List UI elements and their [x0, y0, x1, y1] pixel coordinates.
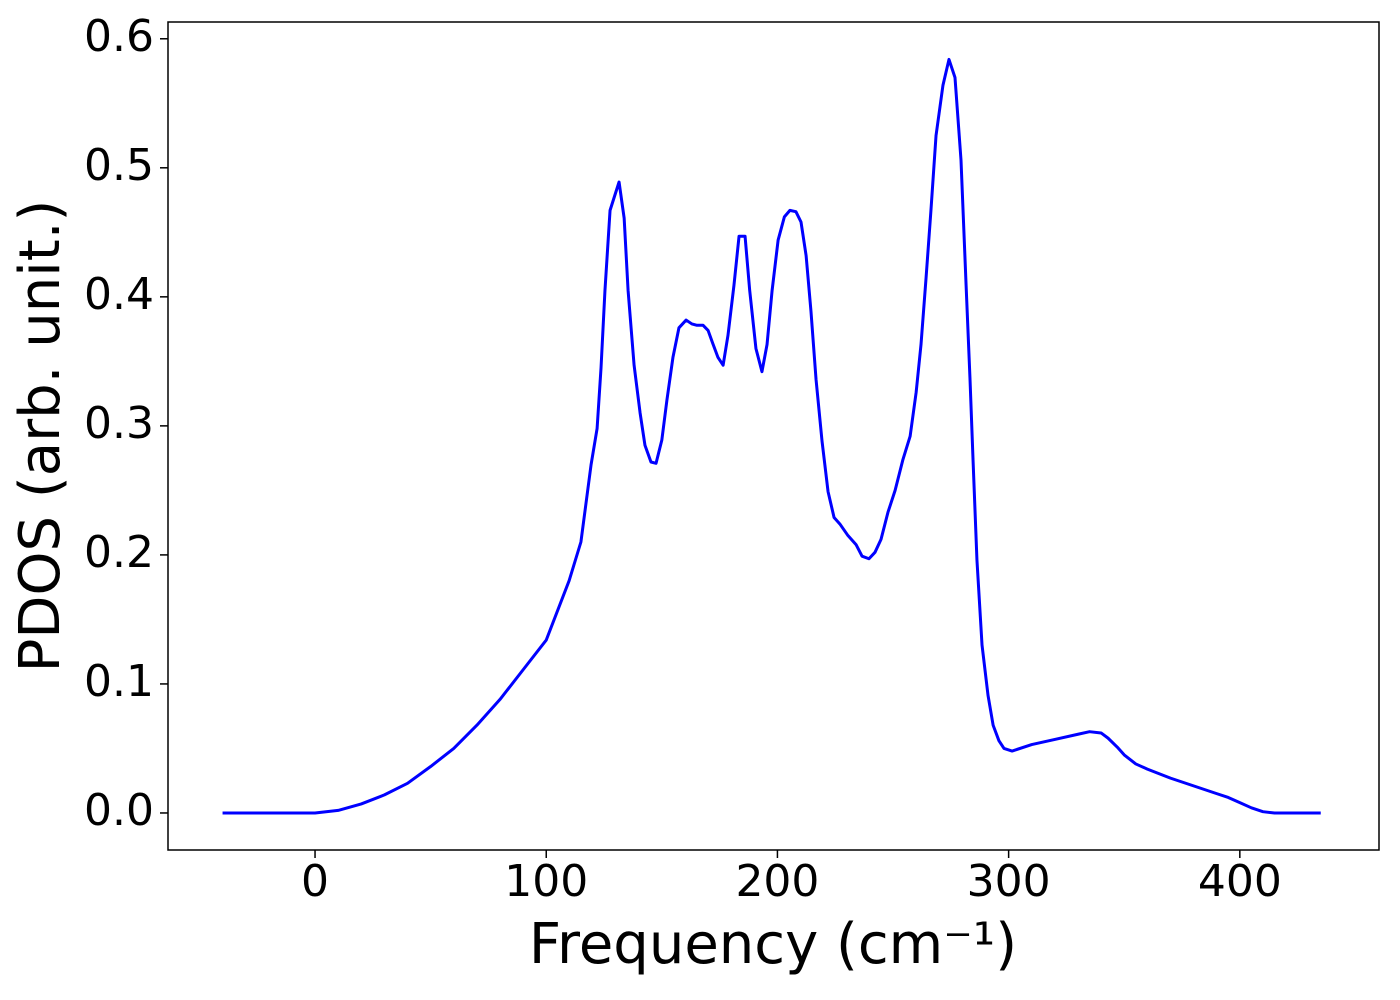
- y-axis-label: PDOS (arb. unit.): [8, 200, 73, 673]
- y-tick-label: 0.5: [84, 140, 154, 191]
- y-tick-label: 0.1: [84, 656, 154, 707]
- y-tick-label: 0.0: [84, 785, 154, 836]
- y-tick-label: 0.3: [84, 398, 154, 449]
- plot-frame: [167, 21, 1380, 851]
- x-tick-label: 400: [1198, 856, 1282, 907]
- y-tick-label: 0.4: [84, 269, 154, 320]
- data-line: [222, 57, 1321, 815]
- x-tick-label: 200: [735, 856, 819, 907]
- y-tick-label: 0.6: [84, 11, 154, 62]
- x-tick-label: 100: [504, 856, 588, 907]
- x-tick-label: 300: [967, 856, 1051, 907]
- y-tick-label: 0.2: [84, 527, 154, 578]
- x-tick-label: 0: [301, 856, 329, 907]
- x-axis-label: Frequency (cm⁻¹): [529, 912, 1017, 977]
